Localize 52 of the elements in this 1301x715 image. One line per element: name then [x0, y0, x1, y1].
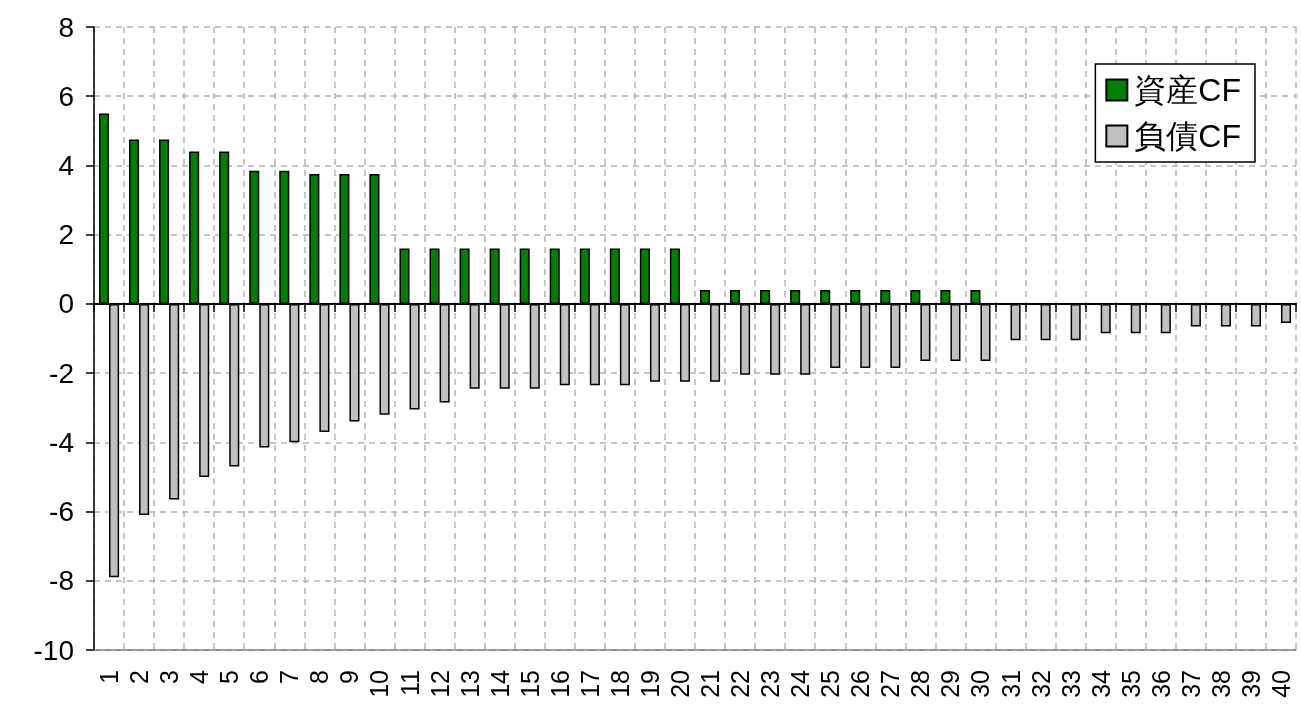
x-tick-label: 6: [245, 670, 274, 684]
x-tick-label: 22: [726, 670, 755, 698]
x-tick-label: 17: [575, 670, 604, 698]
x-tick-label: 33: [1056, 670, 1085, 698]
x-tick-label: 25: [816, 670, 845, 698]
x-tick-label: 2: [125, 670, 154, 684]
x-tick-label: 24: [786, 669, 815, 698]
x-tick-label: 18: [605, 670, 634, 698]
y-tick-label: -6: [49, 496, 74, 528]
x-tick-label: 3: [155, 670, 184, 684]
x-tick-label: 1: [95, 670, 124, 684]
legend-label: 負債CF: [1134, 118, 1241, 154]
y-tick-label: 8: [58, 11, 74, 43]
x-tick-label: 38: [1206, 670, 1235, 698]
y-tick-label: -4: [49, 426, 74, 458]
x-tick-label: 31: [996, 670, 1025, 698]
y-tick-label: 4: [58, 149, 74, 181]
x-tick-label: 29: [936, 670, 965, 698]
x-tick-label: 16: [545, 670, 574, 698]
x-tick-label: 39: [1236, 670, 1265, 698]
x-tick-label: 35: [1116, 670, 1145, 698]
x-tick-label: 26: [846, 670, 875, 698]
x-tick-label: 13: [455, 670, 484, 698]
x-tick-label: 34: [1086, 669, 1115, 698]
x-tick-label: 9: [335, 670, 364, 684]
x-tick-label: 28: [906, 670, 935, 698]
x-tick-label: 14: [485, 669, 514, 698]
x-tick-label: 21: [696, 670, 725, 698]
x-tick-label: 19: [635, 670, 664, 698]
x-tick-label: 30: [966, 670, 995, 698]
x-tick-label: 27: [876, 670, 905, 698]
x-tick-label: 23: [756, 670, 785, 698]
x-tick-label: 8: [305, 670, 334, 684]
x-tick-label: 40: [1266, 670, 1295, 698]
x-tick-label: 12: [425, 670, 454, 698]
x-tick-label: 7: [275, 670, 304, 684]
x-tick-label: 15: [515, 670, 544, 698]
x-tick-label: 36: [1146, 670, 1175, 698]
y-tick-label: 0: [58, 288, 74, 320]
x-tick-label: 10: [365, 670, 394, 698]
x-tick-label: 32: [1026, 670, 1055, 698]
legend-label: 資産CF: [1134, 72, 1241, 108]
x-tick-label: 11: [395, 670, 424, 696]
x-tick-label: 4: [185, 669, 214, 684]
y-tick-label: 2: [58, 219, 74, 251]
x-tick-label: 5: [215, 670, 244, 684]
x-tick-label: 20: [665, 670, 694, 698]
y-tick-label: 6: [58, 80, 74, 112]
y-tick-label: -8: [49, 565, 74, 597]
x-tick-label: 37: [1176, 670, 1205, 698]
y-tick-label: -2: [49, 357, 74, 389]
y-tick-label: -10: [33, 634, 74, 666]
